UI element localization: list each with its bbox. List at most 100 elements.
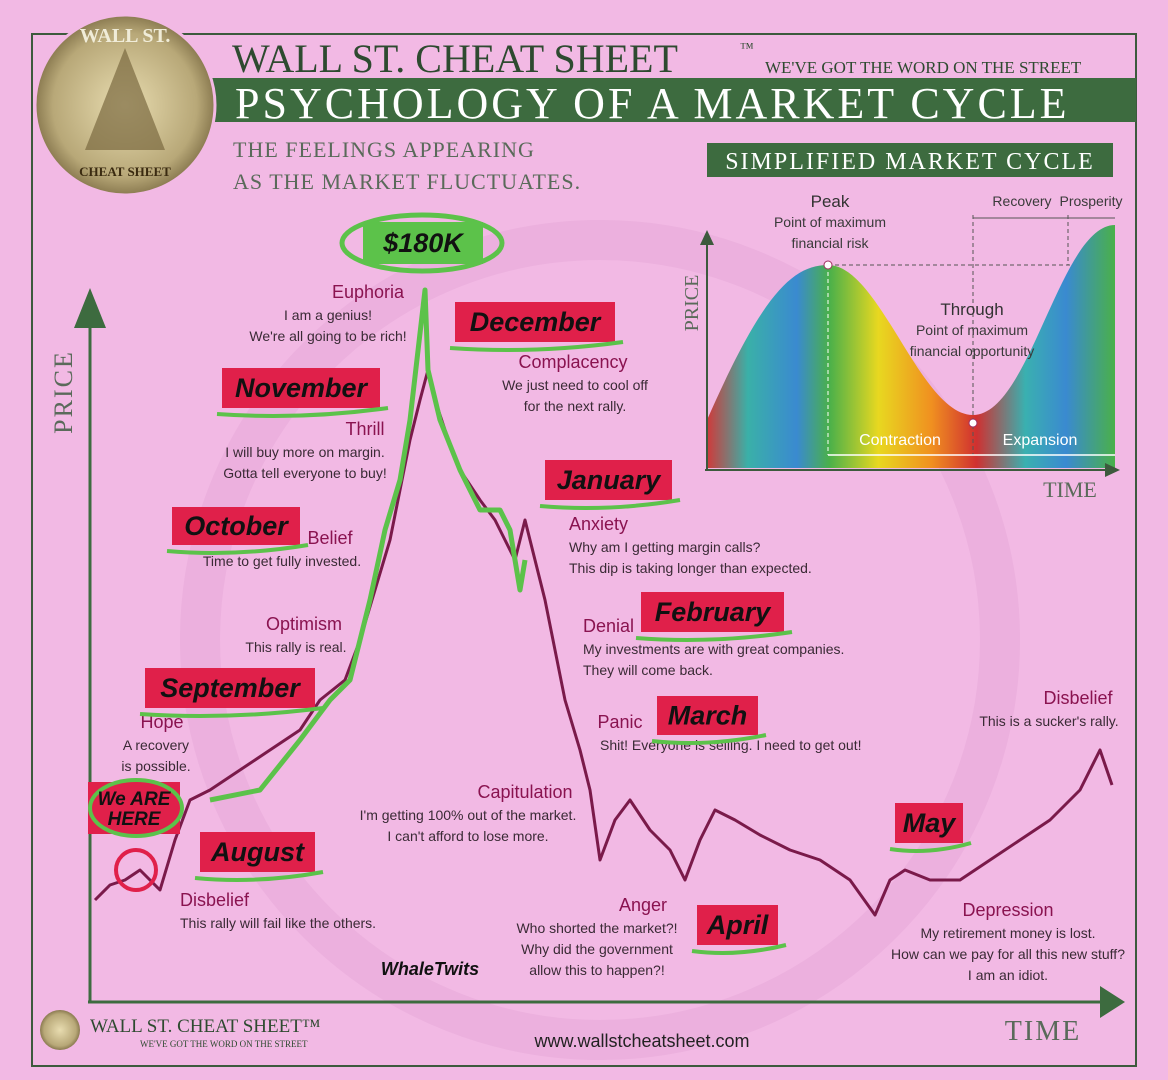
stage-line: Time to get fully invested. [203,553,361,569]
month-underline [194,870,324,882]
footer-logo [40,1010,80,1050]
month-box [200,832,315,872]
stage-line: This rally is real. [245,639,346,655]
title-banner [40,78,1136,122]
stage-name: Euphoria [332,282,405,302]
inset-phase: Expansion [1003,432,1078,449]
inset-trough: Through [940,300,1003,319]
inset-arrow [700,230,714,245]
footer-tagline: WE'VE GOT THE WORD ON THE STREET [140,1039,308,1049]
price-circle [339,212,505,274]
month-box [172,507,300,545]
stage-line: My investments are with great companies. [583,641,844,657]
here-dot [114,848,158,892]
subtitle-line: AS THE MARKET FLUCTUATES. [233,169,581,194]
month-box [657,696,758,735]
month-box [145,668,315,708]
inset-peak-line: Point of maximum [774,214,886,230]
inset-peak-line: financial risk [791,235,869,251]
inset-curve [707,225,1115,468]
month-label: December [470,307,602,337]
inset-phase: Prosperity [1059,193,1122,209]
hand-drawn-line [209,287,528,803]
month-underline [539,498,681,510]
inset-trough-dot [968,418,978,428]
month-underline [166,543,309,555]
trademark: ™ [740,41,754,56]
logo-bottom: CHEAT SHEET [79,164,171,179]
month-underline [651,733,767,745]
stage-name: Panic [597,712,642,732]
title: PSYCHOLOGY OF A MARKET CYCLE [235,79,1070,128]
here-box [88,782,180,834]
stage-name: Disbelief [180,890,250,910]
price-label: $180K [382,228,465,258]
inset-peak: Peak [811,192,850,211]
stage-line: They will come back. [583,662,713,678]
stage-line: This is a sucker's rally. [979,713,1118,729]
footer-brand: WALL ST. CHEAT SHEET™ [90,1016,320,1037]
month-label: April [706,910,769,940]
stage-line: My retirement money is lost. [920,925,1095,941]
inset-trough-line: Point of maximum [916,322,1028,338]
frame [31,33,1137,1067]
stage-line: A recovery [123,737,189,753]
price-line [93,368,1114,917]
month-box [455,302,615,342]
stage-line: Gotta tell everyone to buy! [223,465,386,481]
here-circle [88,778,184,838]
stage-line: Who shorted the market?! [516,920,677,936]
stage-name: Capitulation [477,782,572,802]
month-underline [691,943,787,955]
stage-name: Belief [307,528,353,548]
inset-trough-line: financial opportunity [910,343,1035,359]
month-underline [635,630,793,642]
stage-line: How can we pay for all this new stuff? [891,946,1125,962]
y-axis-label: PRICE [49,350,78,434]
inset-phase: Contraction [859,432,941,449]
month-box [545,460,672,500]
stage-name: Complacency [518,352,627,372]
stage-name: Optimism [266,614,342,634]
inset-phase: Recovery [992,193,1051,209]
month-label: March [668,701,748,731]
month-box [895,803,963,843]
stage-name: Denial [583,616,634,636]
month-label: February [655,597,773,627]
stage-line: I am an idiot. [968,967,1048,983]
inset-y-label: PRICE [681,275,703,332]
stage-name: Anger [619,895,667,915]
stage-line: is possible. [121,758,190,774]
y-arrow [74,288,106,328]
month-box [222,368,380,408]
stage-name: Anxiety [569,514,628,534]
price-box [363,222,483,264]
stage-name: Depression [962,900,1053,920]
stage-line: We just need to cool off [502,377,648,393]
x-arrow [1100,986,1125,1018]
month-label: January [557,465,663,495]
brand: WALL ST. CHEAT SHEET [232,36,678,81]
stage-line: I'm getting 100% out of the market. [360,807,577,823]
stage-name: Thrill [346,419,385,439]
month-underline [139,706,324,718]
stage-line: We're all going to be rich! [249,328,406,344]
month-label: May [903,808,958,838]
stage-line: I am a genius! [284,307,372,323]
logo-top: WALL ST. [80,25,171,47]
tagline: WE'VE GOT THE WORD ON THE STREET [765,58,1082,77]
logo-pyramid [85,48,165,150]
stage-line: This dip is taking longer than expected. [569,560,812,576]
stage-name: Disbelief [1043,688,1113,708]
inset-arrow [1105,463,1120,477]
month-label: September [160,673,301,703]
stage-line: This rally will fail like the others. [180,915,376,931]
footer-url: www.wallstcheatsheet.com [533,1031,749,1051]
month-underline [216,406,389,418]
here-label: HERE [108,809,162,830]
watermark: WhaleTwits [381,959,479,979]
inset-peak-dot [823,260,833,270]
stage-line: I can't afford to lose more. [387,828,548,844]
month-underline [889,841,972,853]
